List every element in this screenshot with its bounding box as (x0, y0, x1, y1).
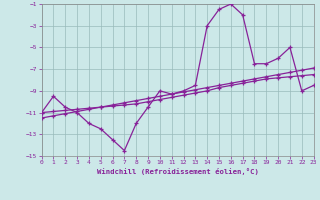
X-axis label: Windchill (Refroidissement éolien,°C): Windchill (Refroidissement éolien,°C) (97, 168, 259, 175)
